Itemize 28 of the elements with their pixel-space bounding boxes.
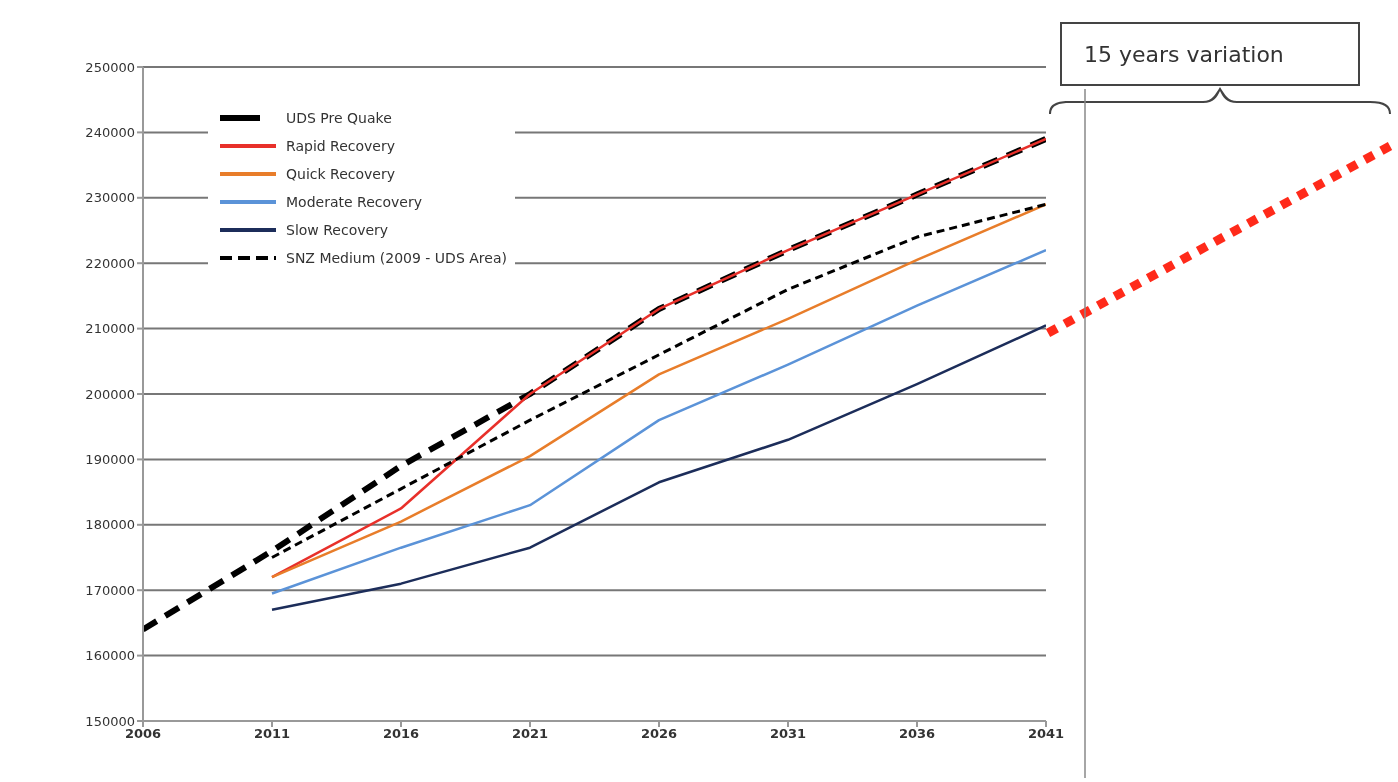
y-tick-label: 230000	[85, 190, 135, 206]
legend-label: UDS Pre Quake	[286, 110, 392, 126]
x-tick-label: 2031	[769, 726, 807, 742]
legend-label: SNZ Medium (2009 - UDS Area)	[286, 250, 507, 266]
line-series	[270, 324, 1046, 612]
x-tick-label: 2021	[511, 726, 549, 742]
legend-label: Moderate Recovery	[286, 194, 422, 210]
y-tick-label: 240000	[85, 125, 135, 141]
x-tick-label: 2006	[124, 726, 162, 742]
line-series	[270, 248, 1046, 595]
text: 15 years variation	[1084, 42, 1284, 67]
x-tick-label: 2016	[382, 726, 420, 742]
legend-label: Slow Recovery	[286, 222, 389, 238]
x-tick-label: 2041	[1027, 726, 1065, 742]
legend-label: Quick Recovery	[286, 166, 395, 182]
legend-label: Rapid Recovery	[286, 138, 396, 154]
y-tick-label: 160000	[85, 648, 135, 664]
y-tick-label: 190000	[85, 452, 135, 468]
y-tick-label: 180000	[85, 517, 135, 533]
y-tick-label: 250000	[85, 59, 135, 75]
y-tick-label: 200000	[85, 386, 135, 402]
x-tick-label: 2036	[898, 726, 936, 742]
y-tick-label: 150000	[85, 713, 135, 729]
x-tick-label: 2011	[253, 726, 291, 742]
x-tick-label: 2026	[640, 726, 678, 742]
y-tick-label: 210000	[85, 321, 135, 337]
y-tick-label: 220000	[85, 255, 135, 271]
y-tick-label: 170000	[85, 582, 135, 598]
